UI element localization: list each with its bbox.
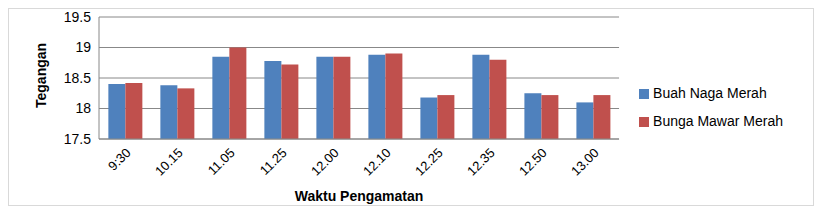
- svg-text:12.10: 12.10: [360, 145, 394, 179]
- svg-text:18.5: 18.5: [64, 70, 91, 86]
- svg-text:10.15: 10.15: [152, 145, 186, 179]
- svg-text:17.5: 17.5: [64, 131, 91, 147]
- svg-text:11.25: 11.25: [257, 145, 290, 178]
- html-text:Buah Naga Merah: Buah Naga Merah: [653, 85, 767, 101]
- svg-text:12.25: 12.25: [412, 145, 446, 179]
- svg-text:Tegangan: Tegangan: [33, 43, 49, 108]
- svg-text:Waktu Pengamatan: Waktu Pengamatan: [295, 188, 424, 204]
- svg-text:18: 18: [75, 100, 91, 116]
- svg-text:12.50: 12.50: [516, 145, 550, 179]
- svg-text:12.00: 12.00: [308, 145, 342, 179]
- svg-text:12.35: 12.35: [464, 145, 498, 179]
- svg-text:9:30: 9:30: [105, 145, 134, 174]
- svg-text:11.05: 11.05: [205, 145, 238, 178]
- svg-text:13.00: 13.00: [568, 145, 602, 179]
- svg-text:19: 19: [75, 39, 91, 55]
- html-text:Bunga Mawar Merah: Bunga Mawar Merah: [653, 113, 783, 129]
- svg-text:19.5: 19.5: [64, 9, 91, 25]
